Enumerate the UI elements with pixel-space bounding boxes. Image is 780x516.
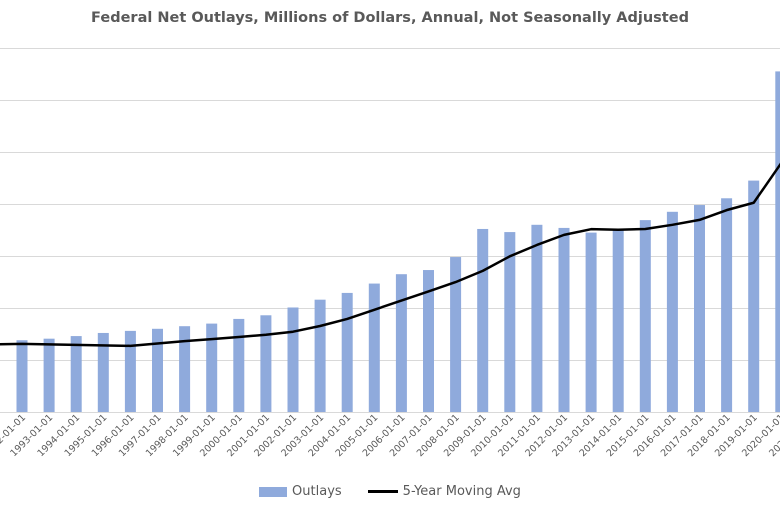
bar-outlays-2002-01-01 xyxy=(287,307,299,412)
bar-outlays-2015-01-01 xyxy=(639,220,651,412)
bar-outlays-2019-01-01 xyxy=(748,180,760,412)
legend-item-outlays: Outlays xyxy=(259,484,342,499)
chart-title: Federal Net Outlays, Millions of Dollars… xyxy=(91,10,689,26)
bar-outlays-2004-01-01 xyxy=(341,292,353,412)
legend-swatch-outlays xyxy=(259,486,288,497)
bar-outlays-1993-01-01 xyxy=(43,338,55,412)
x-axis-tick-labels: 1992-01-011993-01-011994-01-011995-01-01… xyxy=(0,412,780,459)
bar-outlays-2005-01-01 xyxy=(368,283,380,412)
bar-outlays-2020-01-01 xyxy=(775,71,780,413)
bar-outlays-2009-01-01 xyxy=(477,228,489,412)
bar-outlays-2010-01-01 xyxy=(504,232,516,412)
bar-outlays-1999-01-01 xyxy=(206,323,218,412)
bar-outlays-2003-01-01 xyxy=(314,299,326,412)
bar-outlays-1995-01-01 xyxy=(97,332,109,412)
bar-outlays-2006-01-01 xyxy=(395,274,407,412)
legend-swatch-moving-avg xyxy=(367,490,398,493)
legend-label-moving-avg: 5-Year Moving Avg xyxy=(402,484,521,499)
gridlines xyxy=(0,48,780,413)
bar-outlays-2016-01-01 xyxy=(666,211,678,412)
bar-outlays-2007-01-01 xyxy=(423,270,434,412)
bar-outlays-1996-01-01 xyxy=(124,330,136,412)
legend-label-outlays: Outlays xyxy=(292,484,342,499)
line-series-moving-avg xyxy=(0,162,780,348)
bar-outlays-2000-01-01 xyxy=(233,318,245,412)
bar-outlays-2017-01-01 xyxy=(694,205,705,412)
bar-outlays-2013-01-01 xyxy=(585,232,597,412)
chart-legend: Outlays 5-Year Moving Avg xyxy=(0,484,780,499)
bar-outlays-2014-01-01 xyxy=(612,229,624,412)
moving-avg-line xyxy=(0,162,780,348)
bar-outlays-2008-01-01 xyxy=(450,257,462,412)
bar-outlays-1994-01-01 xyxy=(70,336,82,412)
bar-outlays-2001-01-01 xyxy=(260,315,272,412)
bar-series-outlays xyxy=(16,71,780,413)
bar-outlays-1992-01-01 xyxy=(16,340,28,412)
bar-outlays-2012-01-01 xyxy=(558,227,570,412)
bar-outlays-1998-01-01 xyxy=(179,326,191,412)
bar-outlays-2018-01-01 xyxy=(721,198,733,412)
bar-outlays-2011-01-01 xyxy=(531,224,543,412)
legend-item-moving-avg: 5-Year Moving Avg xyxy=(367,484,521,499)
bar-outlays-1997-01-01 xyxy=(152,328,163,412)
